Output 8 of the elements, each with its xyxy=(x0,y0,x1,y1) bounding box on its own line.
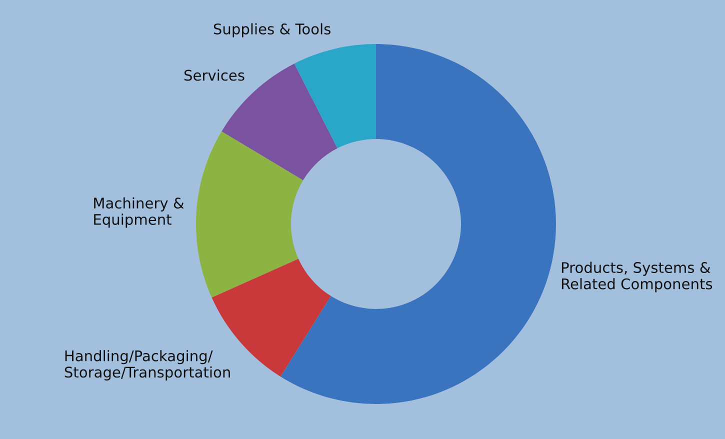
donut-slice xyxy=(196,131,304,298)
donut-slice xyxy=(294,44,376,148)
slice-label: Handling/Packaging/ Storage/Transportation xyxy=(64,350,230,381)
slice-label: Machinery & Equipment xyxy=(94,197,184,228)
slice-label: Products, Systems & Related Components xyxy=(562,262,712,292)
donut-slice xyxy=(280,44,556,404)
slice-label: Services xyxy=(184,70,244,81)
slice-label: Supplies & Tools xyxy=(214,23,330,38)
